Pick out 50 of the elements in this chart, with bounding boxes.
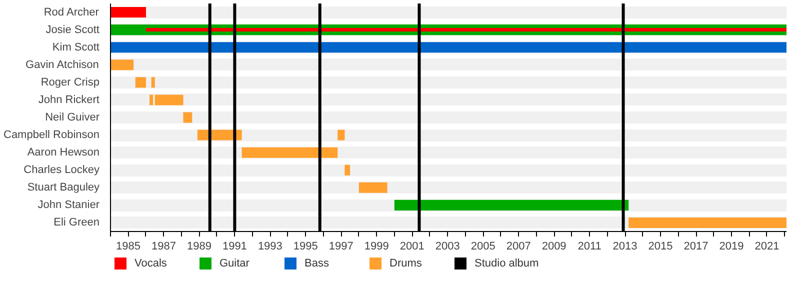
y-tick-label: Gavin Atchison [26,58,99,71]
x-tick-label: 2021 [754,240,780,252]
y-tick-label: John Stanier [38,199,100,212]
bar [183,112,192,123]
y-tick-label: Josie Scott [46,24,100,36]
x-tick-label: 1985 [116,240,140,252]
x-tick-label: 2009 [542,240,566,252]
bar [151,77,155,88]
bar [150,94,154,106]
bar [154,94,184,106]
bar [110,60,134,70]
y-tick-label: John Rickert [38,94,100,106]
x-tick-label: 2001 [400,240,424,252]
x-tick-label: 2013 [612,240,638,252]
y-tick-label: Kim Scott [52,41,100,54]
legend-label: Bass [304,258,330,270]
bar [110,42,786,53]
y-tick-label: Eli Green [54,216,100,229]
y-tick-label: Campbell Robinson [4,129,100,142]
bar [358,182,388,193]
y-tick-label: Rod Archer [44,6,100,18]
x-tick-label: 1999 [364,240,389,252]
x-tick-label: 1993 [258,240,282,252]
x-tick-label: 1995 [293,240,318,252]
x-tick-label: 1987 [151,240,176,252]
x-tick-label: 2017 [684,240,708,252]
x-tick-label: 1997 [328,240,354,252]
bar [628,217,786,228]
y-tick-label: Roger Crisp [40,76,100,88]
y-tick-label: Neil Guiver [45,112,100,124]
x-tick-label: 2007 [506,240,531,252]
legend-label: Guitar [220,258,250,270]
y-tick-label: Charles Lockey [24,164,100,176]
x-tick-label: 1989 [186,240,212,252]
y-tick-label: Aaron Hewson [27,146,100,159]
legend-label: Drums [390,258,422,270]
bar [242,147,338,158]
y-tick-label: Stuart Baguley [27,182,100,194]
bar [394,200,629,210]
x-tick-label: 2005 [470,240,496,252]
legend-label: Studio album [474,258,539,270]
x-tick-label: 2003 [435,240,460,252]
legend-label: Vocals [134,258,168,270]
bar [338,130,345,140]
x-tick-label: 2011 [578,240,602,252]
x-tick-label: 1991 [222,240,247,252]
x-tick-label: 2019 [719,240,744,252]
bar [344,164,350,176]
x-tick-label: 2015 [648,240,673,252]
bar [135,77,146,88]
